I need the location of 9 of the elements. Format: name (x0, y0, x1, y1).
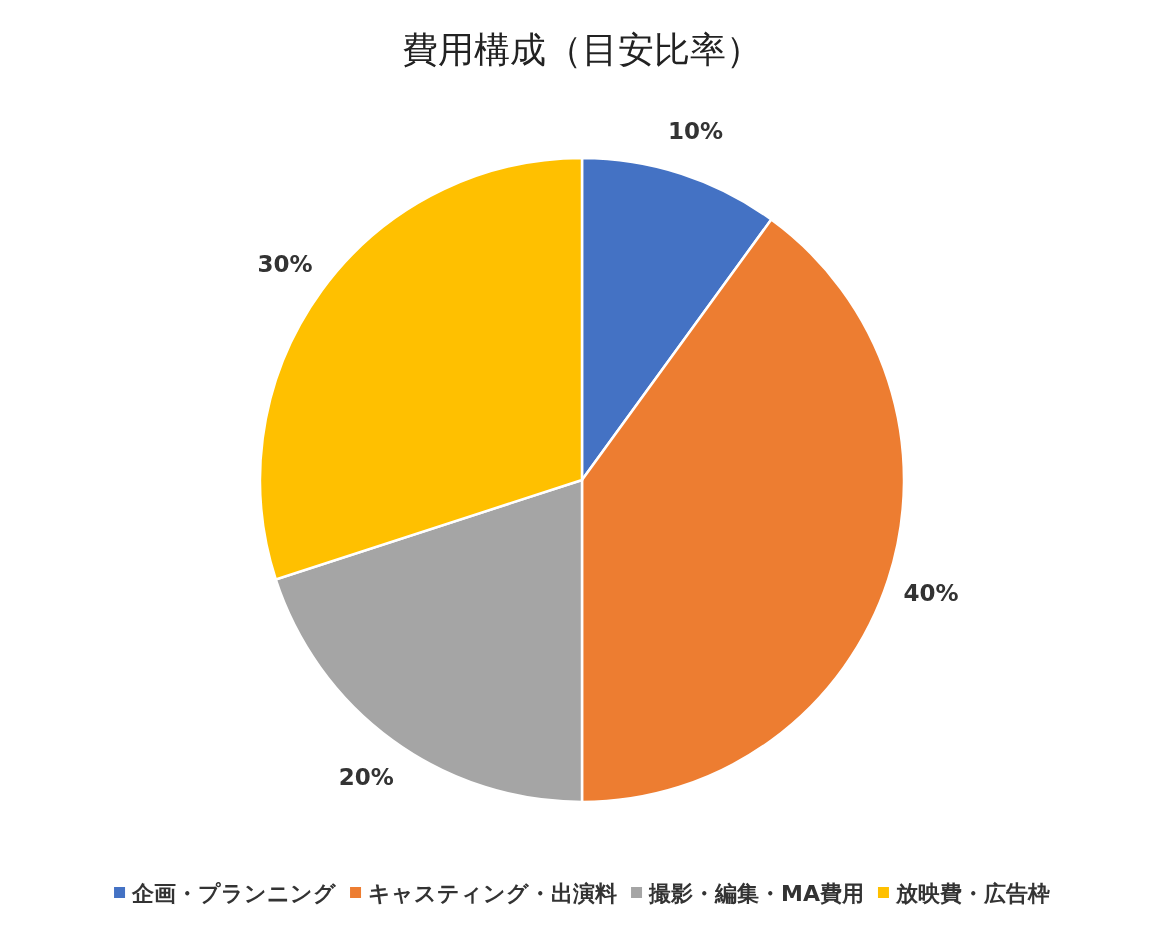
data-label: 30% (257, 251, 313, 278)
legend-label: 撮影・編集・MA費用 (648, 880, 864, 906)
legend-label: キャスティング・出演料 (368, 880, 618, 906)
legend-label: 放映費・広告枠 (894, 880, 1050, 906)
chart-title: 費用構成（目安比率） (402, 29, 762, 70)
data-label: 40% (903, 580, 959, 607)
legend-label: 企画・プランニング (131, 880, 337, 906)
data-label: 10% (667, 117, 723, 144)
data-label: 20% (338, 764, 394, 791)
